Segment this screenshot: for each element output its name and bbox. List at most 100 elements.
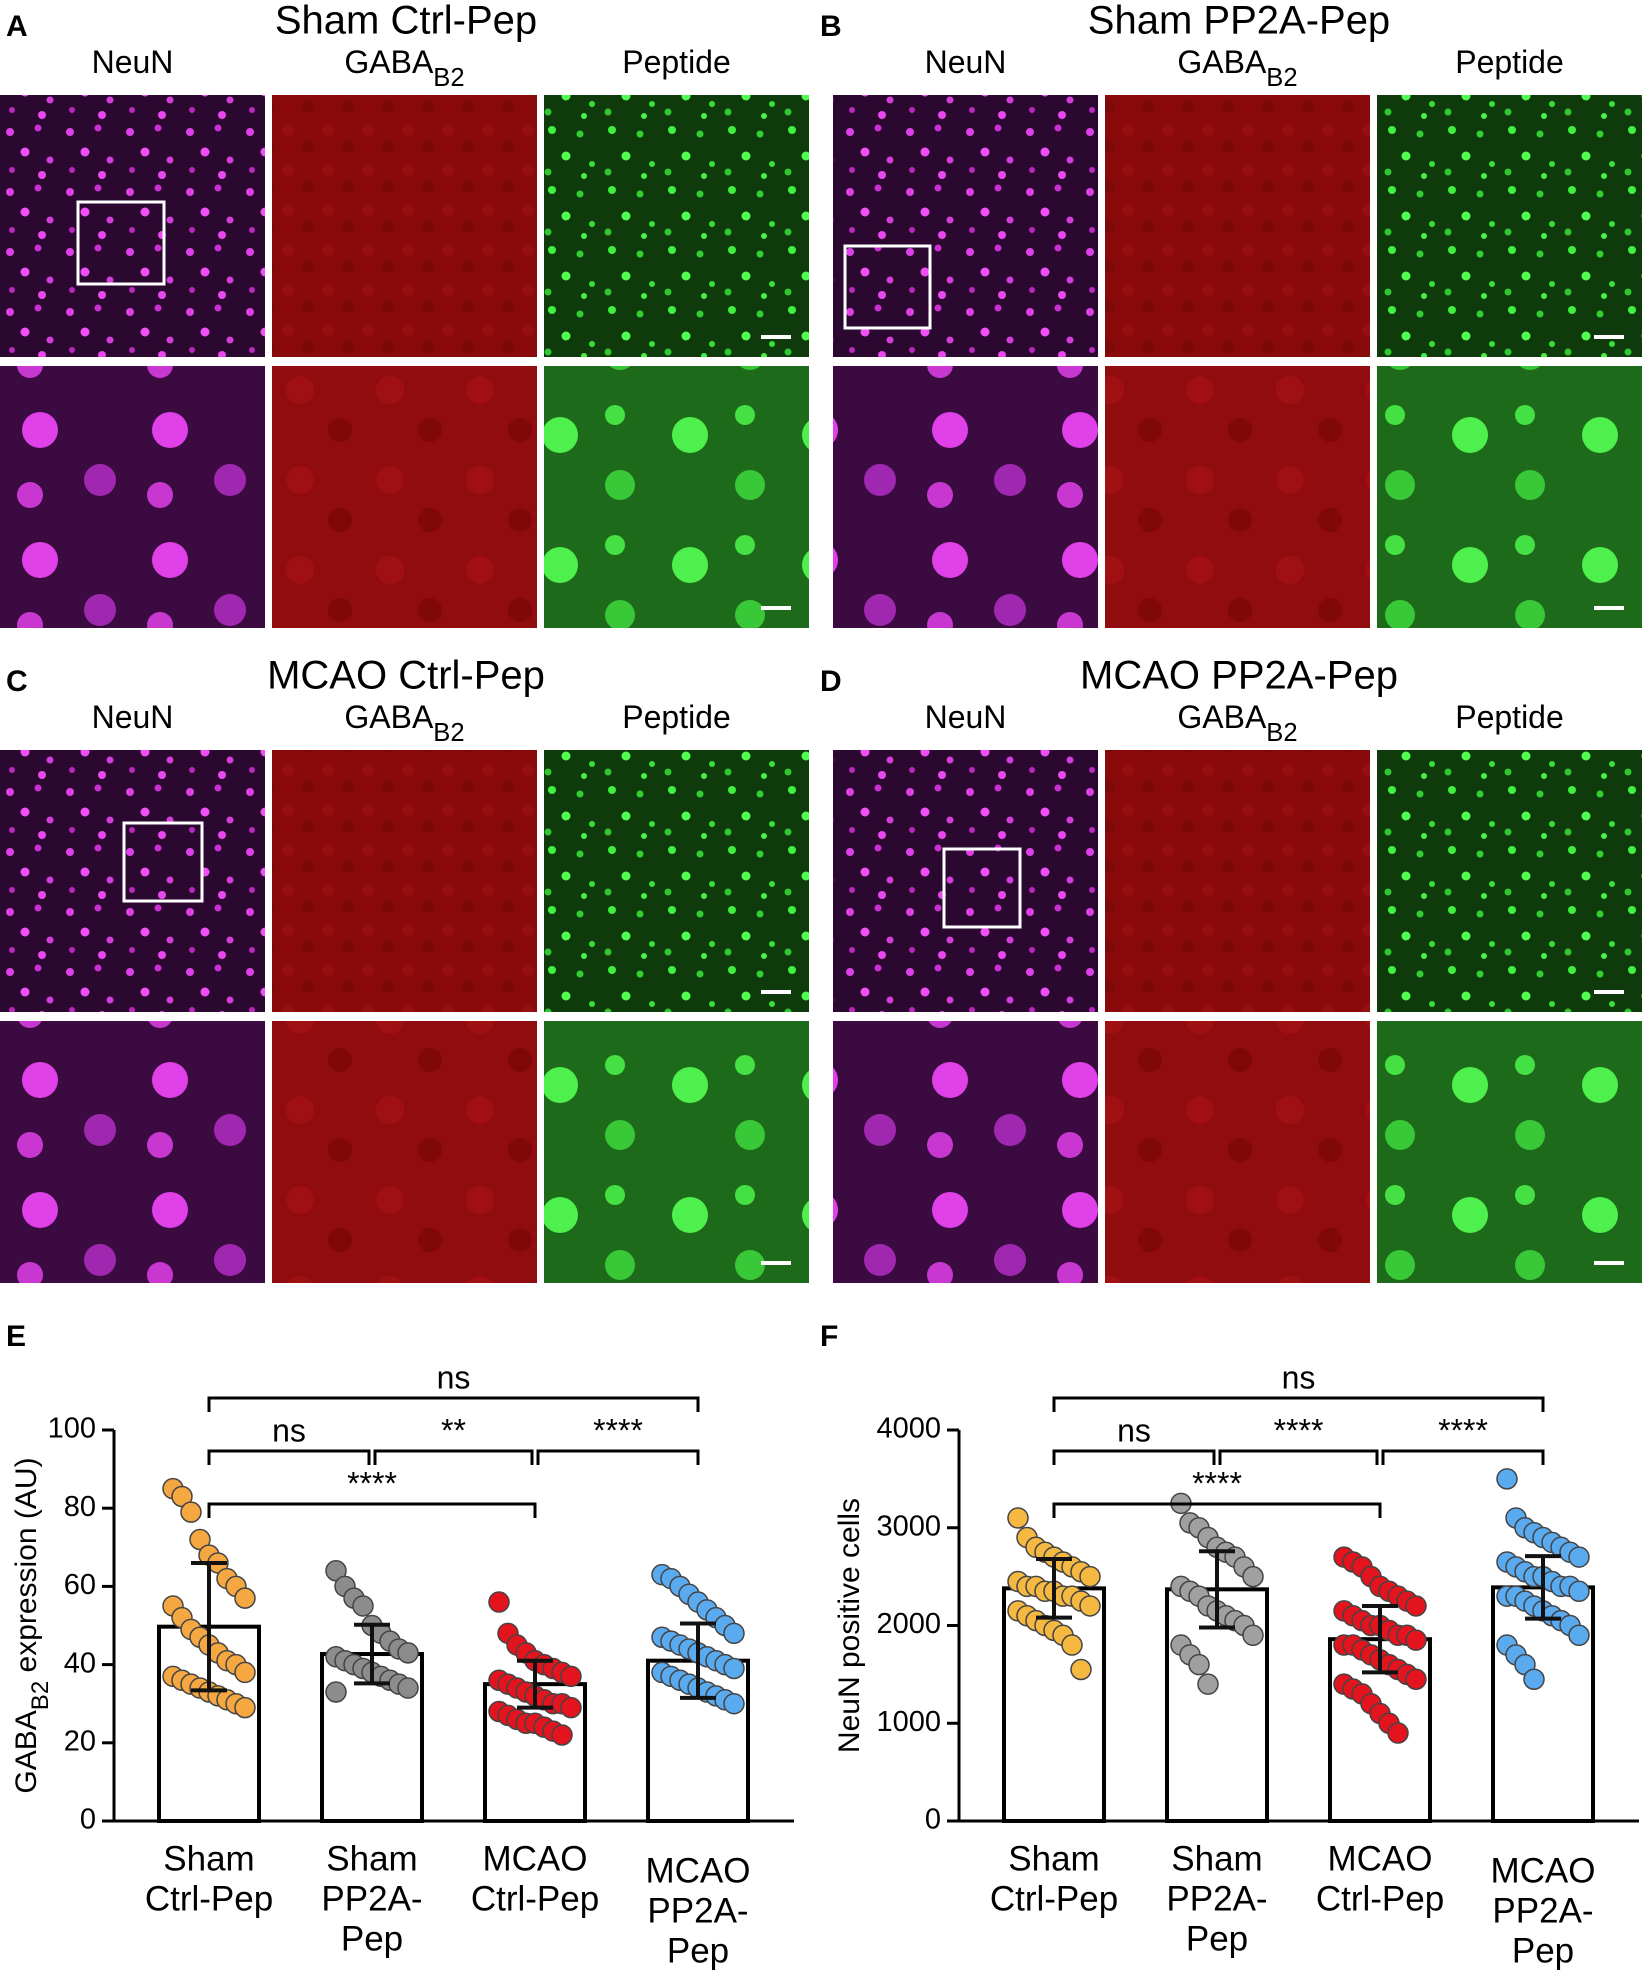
significance-label: ****	[593, 1412, 643, 1448]
y-tick-label: 20	[64, 1725, 96, 1757]
significance-bracket	[1052, 1396, 1545, 1412]
column-label: GABAB2	[344, 699, 464, 746]
micrograph	[0, 95, 265, 357]
data-point	[352, 1595, 374, 1617]
panel-title: MCAO PP2A-Pep	[1080, 654, 1398, 698]
column-label-main: Peptide	[1455, 699, 1564, 735]
column-label-main: GABA	[344, 44, 434, 80]
column-label: NeuN	[925, 44, 1007, 80]
panel-letter: E	[6, 1320, 26, 1353]
data-point	[397, 1677, 419, 1699]
column-label: NeuN	[92, 44, 174, 80]
column-label-sub: B2	[433, 719, 464, 747]
micrograph-zoom	[833, 366, 1098, 628]
column-label-main: Peptide	[622, 699, 731, 735]
significance-label: ****	[1438, 1412, 1488, 1448]
y-axis-label-main: GABA	[10, 1710, 43, 1793]
micrograph	[272, 750, 537, 1012]
column-label-main: NeuN	[92, 44, 174, 80]
data-point	[1070, 1658, 1092, 1681]
micrograph-zoom	[544, 366, 809, 628]
data-point	[180, 1501, 202, 1523]
column-label: Peptide	[1455, 699, 1564, 735]
data-point	[234, 1661, 256, 1684]
y-axis-label-rest: expression (AU)	[10, 1457, 43, 1680]
data-point	[1387, 1722, 1409, 1744]
data-point	[325, 1681, 347, 1703]
micrograph	[544, 95, 809, 357]
significance-bracket	[207, 1396, 700, 1412]
panel-letter: F	[820, 1320, 838, 1353]
x-tick-label: Pep	[667, 1931, 729, 1970]
column-label: NeuN	[925, 699, 1007, 735]
y-axis-label: NeuN positive cells	[833, 1498, 866, 1753]
column-label: GABAB2	[1177, 44, 1297, 91]
micrograph	[1377, 95, 1642, 357]
micrograph-zoom	[1105, 1021, 1370, 1283]
column-label-sub: B2	[433, 64, 464, 92]
significance-bracket	[1052, 1502, 1382, 1518]
data-point	[1007, 1507, 1029, 1529]
significance-label: ns	[437, 1359, 471, 1395]
data-point	[551, 1724, 573, 1746]
data-point	[488, 1591, 510, 1613]
significance-label: ****	[1192, 1465, 1242, 1501]
y-tick-label: 2000	[876, 1608, 941, 1640]
roi-box	[76, 200, 166, 286]
column-label-main: Peptide	[622, 44, 731, 80]
y-tick-label: 0	[925, 1804, 941, 1836]
column-label-main: NeuN	[92, 699, 174, 735]
data-point	[1079, 1595, 1101, 1617]
x-tick-label: Sham	[326, 1839, 417, 1878]
y-tick-label: 100	[48, 1413, 96, 1445]
y-tick-label: 80	[64, 1491, 96, 1523]
data-point	[1568, 1580, 1590, 1603]
panel-letter: C	[6, 665, 28, 698]
micrograph	[0, 750, 265, 1012]
x-tick-label: Pep	[1186, 1919, 1248, 1958]
significance-label: ns	[272, 1412, 306, 1448]
data-point	[1242, 1565, 1264, 1588]
data-point	[1061, 1634, 1083, 1656]
significance-label: ns	[1117, 1412, 1151, 1448]
data-point	[1079, 1565, 1101, 1588]
y-tick-label: 3000	[876, 1510, 941, 1542]
micrograph	[544, 750, 809, 1012]
data-point	[1405, 1629, 1427, 1651]
micrograph	[833, 750, 1098, 1012]
significance-bracket	[1218, 1449, 1379, 1465]
x-tick-label: PP2A-	[647, 1891, 748, 1930]
x-tick-label: MCAO	[483, 1839, 588, 1878]
x-tick-label: PP2A-	[1492, 1891, 1593, 1930]
significance-bracket	[373, 1449, 534, 1465]
significance-bracket	[1381, 1449, 1545, 1465]
panel-title: Sham Ctrl-Pep	[275, 0, 537, 43]
micrograph-zoom	[1105, 366, 1370, 628]
significance-label: ns	[1282, 1359, 1316, 1395]
x-tick-label: MCAO	[1491, 1851, 1596, 1890]
x-tick-label: Ctrl-Pep	[990, 1879, 1118, 1918]
y-tick-label: 60	[64, 1569, 96, 1601]
data-point	[1405, 1668, 1427, 1691]
micrograph-zoom	[1377, 1021, 1642, 1283]
column-label: NeuN	[92, 699, 174, 735]
micrograph	[833, 95, 1098, 357]
micrograph-zoom	[0, 366, 265, 628]
y-axis-label: GABAB2 expression (AU)	[10, 1457, 54, 1793]
data-point	[234, 1696, 256, 1719]
y-tick-label: 4000	[876, 1413, 941, 1445]
data-point	[234, 1587, 256, 1609]
data-point	[1568, 1546, 1590, 1568]
roi-box	[122, 821, 204, 903]
y-tick-label: 40	[64, 1647, 96, 1679]
data-point	[1496, 1468, 1518, 1490]
column-label-sub: B2	[1266, 64, 1297, 92]
y-tick-label: 0	[80, 1804, 96, 1836]
significance-bracket	[207, 1449, 371, 1465]
column-label: GABAB2	[344, 44, 464, 91]
x-tick-label: Ctrl-Pep	[471, 1879, 599, 1918]
micrograph-zoom	[0, 1021, 265, 1283]
column-label: Peptide	[622, 44, 731, 80]
micrograph	[1105, 750, 1370, 1012]
